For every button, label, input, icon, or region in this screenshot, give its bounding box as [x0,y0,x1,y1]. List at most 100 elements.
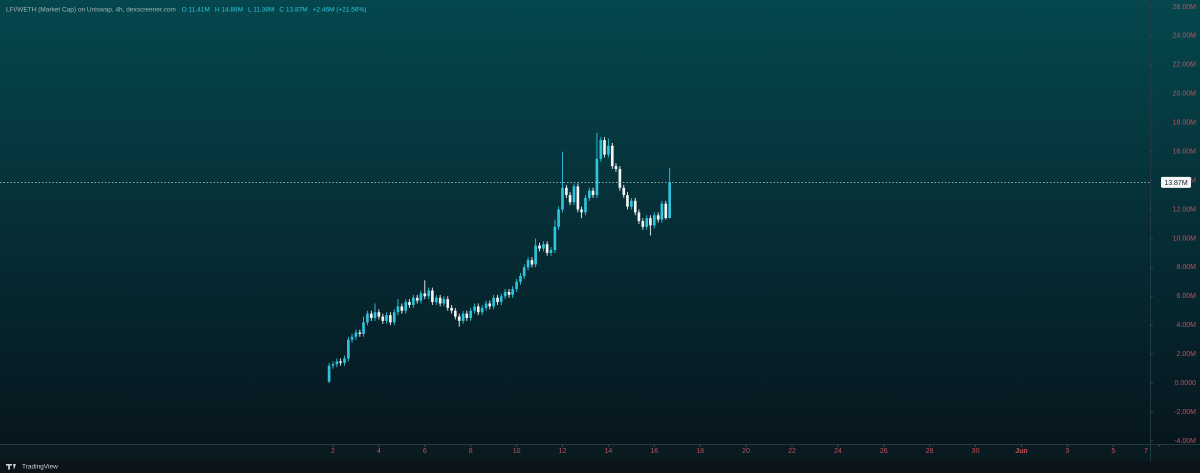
candle-body [626,195,629,207]
x-tick-label: 7 [1144,448,1148,455]
candle-body [542,244,545,249]
x-tick-label: 6 [423,448,427,455]
candle-body [637,212,641,222]
chart-title: LFI/WETH (Market Cap) on Uniswap, 4h, de… [6,7,176,14]
candle-body [545,244,549,253]
candle-body [511,289,515,295]
y-tick-label: 18.00M [1173,120,1197,127]
candle-body [434,297,438,303]
legend-value: C 13.87M [279,7,307,14]
y-tick-label: -2.00M [1174,409,1196,416]
candle-body [354,332,358,337]
x-tick-label: 22 [788,448,796,455]
x-tick-label: 4 [377,448,381,455]
candle-body [469,310,473,318]
candle-body [476,306,480,313]
candle-body [366,313,369,323]
candle-body [427,290,431,297]
x-tick-label: 8 [469,448,473,455]
x-tick-label: 3 [1065,448,1069,455]
candle-body [588,190,591,198]
y-tick-label: 8.00M [1177,264,1197,271]
candle-body [622,187,626,196]
candle-body [557,209,560,227]
candle-body [473,306,476,311]
candle-body [362,322,365,334]
candle-body [377,312,381,317]
candle-body [630,200,633,207]
y-tick-label: 16.00M [1173,148,1197,155]
candle-body [656,215,660,220]
candle-body [431,290,434,303]
candle-body [438,297,442,304]
candle-body [549,249,553,253]
candle-body [385,315,388,321]
candle-body [519,276,522,282]
y-tick-label: 0.0000 [1175,380,1197,387]
candle-body [576,186,580,210]
candle-body [411,297,415,305]
candle-body [408,302,411,305]
candle-body [453,310,457,317]
candle-body [396,306,400,313]
candle-body [450,307,453,311]
footer-bar [0,461,1200,473]
candle-body [499,296,503,303]
x-tick-label: 12 [559,448,567,455]
x-tick-label: Jun [1015,448,1027,455]
x-tick-label: 18 [696,448,704,455]
legend-value: H 14.88M [215,7,243,14]
footer-brand: TradingView [22,464,58,471]
x-tick-label: 5 [1111,448,1115,455]
x-axis-strip [0,444,1200,461]
candle-body [538,245,541,249]
candle-body [496,297,499,303]
candle-body [350,336,354,340]
candle-body [660,203,664,220]
candle-body [561,187,564,210]
candle-body [522,267,526,277]
candle-body [526,260,530,268]
y-tick-label: 20.00M [1173,91,1197,98]
x-tick-label: 10 [513,448,521,455]
candle-body [572,186,576,203]
legend-value: +2.46M (+21.56%) [313,7,367,14]
y-tick-label: 2.00M [1177,351,1197,358]
legend-value: O 11.41M [182,7,210,14]
plot-area [327,132,671,384]
candle-body [369,313,373,318]
last-price-box [1161,176,1191,188]
candle-body [645,218,649,227]
candle-body [507,291,511,295]
x-tick-label: 2 [331,448,335,455]
candle-body [465,313,469,318]
candle-body [584,197,587,213]
candle-body [331,364,335,366]
last-price-label: 13.87M [1164,180,1188,187]
candle-body [461,313,465,321]
y-tick-label: 22.00M [1173,62,1197,69]
candle-body [415,297,419,301]
candle-body [358,332,362,334]
x-tick-label: 16 [650,448,658,455]
plot-background [0,0,1200,444]
candle-body [603,140,606,155]
candle-body [423,293,427,297]
candle-body [347,339,350,359]
candle-body [492,297,495,307]
candle-body [419,293,423,301]
candle-body [373,312,377,318]
candle-body [610,145,614,167]
candle-body [484,303,488,308]
y-tick-label: 12.00M [1173,206,1197,213]
candle-body [530,260,534,265]
x-tick-label: 14 [604,448,612,455]
candle-body [595,158,599,196]
candle-body [649,218,652,226]
y-tick-label: 6.00M [1177,293,1197,300]
ohlc-legend: O 11.41M H 14.88M L 11.38M C 13.87M +2.46M (… [182,7,367,14]
candle-body [515,281,518,290]
candle-body [446,299,450,308]
